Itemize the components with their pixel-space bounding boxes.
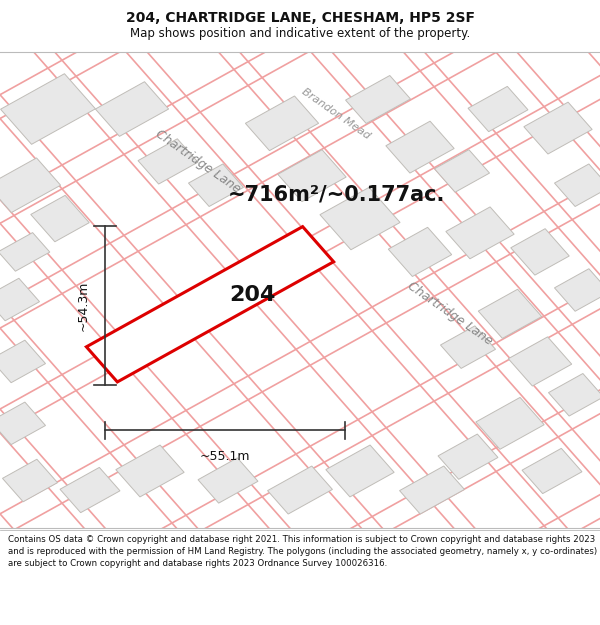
Polygon shape — [400, 466, 464, 514]
Polygon shape — [188, 164, 244, 206]
Text: ~716m²/~0.177ac.: ~716m²/~0.177ac. — [228, 185, 445, 205]
Polygon shape — [116, 445, 184, 497]
Polygon shape — [268, 466, 332, 514]
Polygon shape — [388, 228, 452, 276]
Polygon shape — [326, 445, 394, 497]
Polygon shape — [0, 340, 46, 382]
Polygon shape — [0, 158, 61, 212]
Polygon shape — [138, 139, 198, 184]
Polygon shape — [31, 196, 89, 242]
Polygon shape — [548, 374, 600, 416]
Text: Brandon Mead: Brandon Mead — [300, 86, 372, 141]
Text: Contains OS data © Crown copyright and database right 2021. This information is : Contains OS data © Crown copyright and d… — [8, 535, 597, 568]
Polygon shape — [0, 232, 50, 271]
Polygon shape — [1, 74, 95, 144]
Polygon shape — [2, 459, 58, 502]
Polygon shape — [524, 102, 592, 154]
Polygon shape — [511, 229, 569, 275]
Text: 204: 204 — [229, 285, 275, 305]
Polygon shape — [86, 227, 334, 382]
Polygon shape — [0, 402, 46, 444]
Text: Chartridge Lane: Chartridge Lane — [405, 279, 495, 348]
Polygon shape — [508, 337, 572, 386]
Polygon shape — [198, 458, 258, 503]
Polygon shape — [434, 149, 490, 192]
Polygon shape — [386, 121, 454, 173]
Polygon shape — [440, 326, 496, 368]
Polygon shape — [478, 289, 542, 338]
Polygon shape — [278, 150, 346, 202]
Polygon shape — [60, 468, 120, 512]
Polygon shape — [346, 76, 410, 124]
Polygon shape — [446, 207, 514, 259]
Polygon shape — [0, 278, 40, 321]
Polygon shape — [554, 269, 600, 311]
Polygon shape — [438, 434, 498, 479]
Polygon shape — [245, 96, 319, 151]
Text: ~54.3m: ~54.3m — [77, 280, 90, 331]
Polygon shape — [95, 82, 169, 136]
Polygon shape — [320, 188, 400, 250]
Text: 204, CHARTRIDGE LANE, CHESHAM, HP5 2SF: 204, CHARTRIDGE LANE, CHESHAM, HP5 2SF — [125, 11, 475, 26]
Text: Chartridge Lane: Chartridge Lane — [153, 127, 243, 196]
Text: Map shows position and indicative extent of the property.: Map shows position and indicative extent… — [130, 28, 470, 41]
Polygon shape — [468, 86, 528, 132]
Text: ~55.1m: ~55.1m — [200, 449, 250, 462]
Polygon shape — [522, 448, 582, 494]
Polygon shape — [476, 398, 544, 449]
Polygon shape — [554, 164, 600, 206]
